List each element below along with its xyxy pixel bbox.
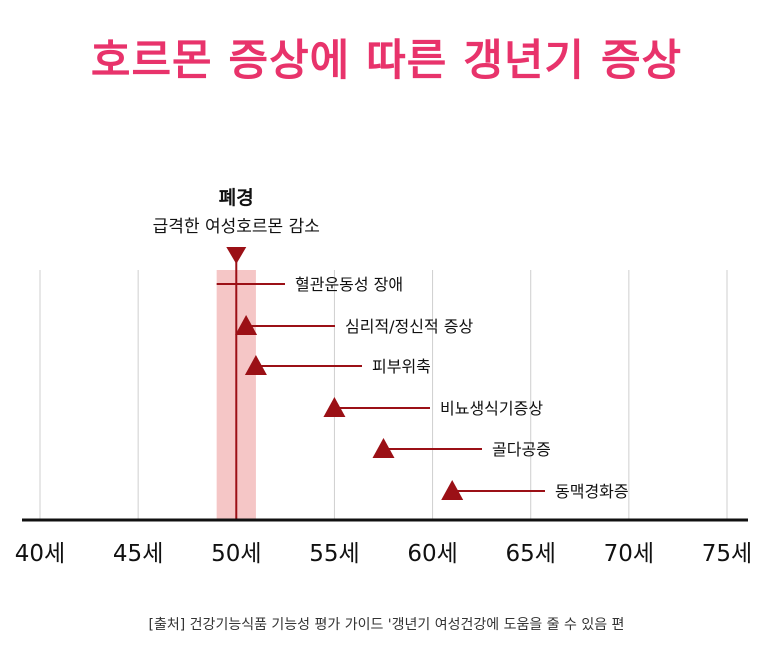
x-tick-label: 45세: [113, 541, 163, 567]
symptom-marker: [235, 315, 258, 335]
x-tick-label: 60세: [407, 541, 457, 567]
symptom-label: 동맥경화증: [555, 482, 629, 501]
chart-title: 호르몬 증상에 따른 갱년기 증상: [90, 36, 683, 86]
x-tick-label: 75세: [702, 541, 752, 567]
symptom-marker: [441, 480, 464, 500]
source-note: [출처] 건강기능식품 기능성 평가 가이드 '갱년기 여성건강에 도움을 줄 …: [148, 617, 625, 633]
x-tick-labels: 40세 45세 50세 55세 60세 65세 70세 75세: [15, 541, 752, 567]
symptom-marker: [372, 438, 395, 458]
x-tick-label: 40세: [15, 541, 65, 567]
symptom-label: 혈관운동성 장애: [295, 275, 403, 294]
symptom-label: 비뇨생식기증상: [440, 399, 543, 418]
symptom-label: 심리적/정신적 증상: [345, 317, 474, 336]
menopause-title: 폐경: [219, 187, 254, 209]
symptom-marker: [323, 397, 346, 417]
menopause-subtitle: 급격한 여성호르몬 감소: [153, 217, 320, 237]
x-tick-label: 70세: [604, 541, 654, 567]
symptom-marker: [244, 355, 267, 375]
x-tick-label: 50세: [211, 541, 261, 567]
menopause-arrow-icon: [226, 247, 247, 264]
symptom-label: 피부위축: [372, 357, 431, 376]
symptom-label: 골다공증: [492, 440, 551, 459]
x-tick-label: 65세: [505, 541, 555, 567]
x-tick-label: 55세: [309, 541, 359, 567]
